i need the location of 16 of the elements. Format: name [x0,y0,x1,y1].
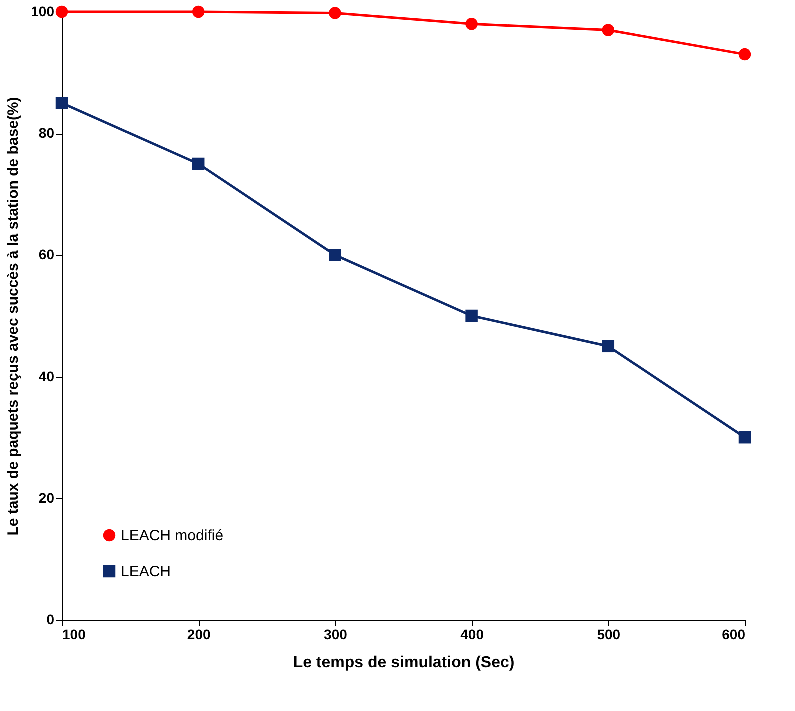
y-tick-label: 40 [38,368,55,384]
x-tick-label: 200 [187,626,211,642]
y-tick-label: 80 [38,125,55,142]
legend-label: LEACH modifié [121,528,224,544]
x-tick-label: 400 [460,626,484,642]
y-tick-label: 60 [38,246,55,263]
y-tick-label: 100 [31,4,55,20]
x-tick-label: 500 [597,626,621,642]
x-tick-label: 600 [722,626,746,642]
x-tick-label: 300 [324,626,348,642]
x-tick-label: 100 [62,626,86,642]
y-tick-label: 0 [46,612,55,628]
y-tick-label: 20 [38,490,55,506]
legend-label: LEACH [121,564,172,580]
y-axis-title: Le taux de paquets reçus avec succès à la station de base(%) [5,97,22,536]
x-axis-title: Le temps de simulation (Sec) [293,654,515,672]
